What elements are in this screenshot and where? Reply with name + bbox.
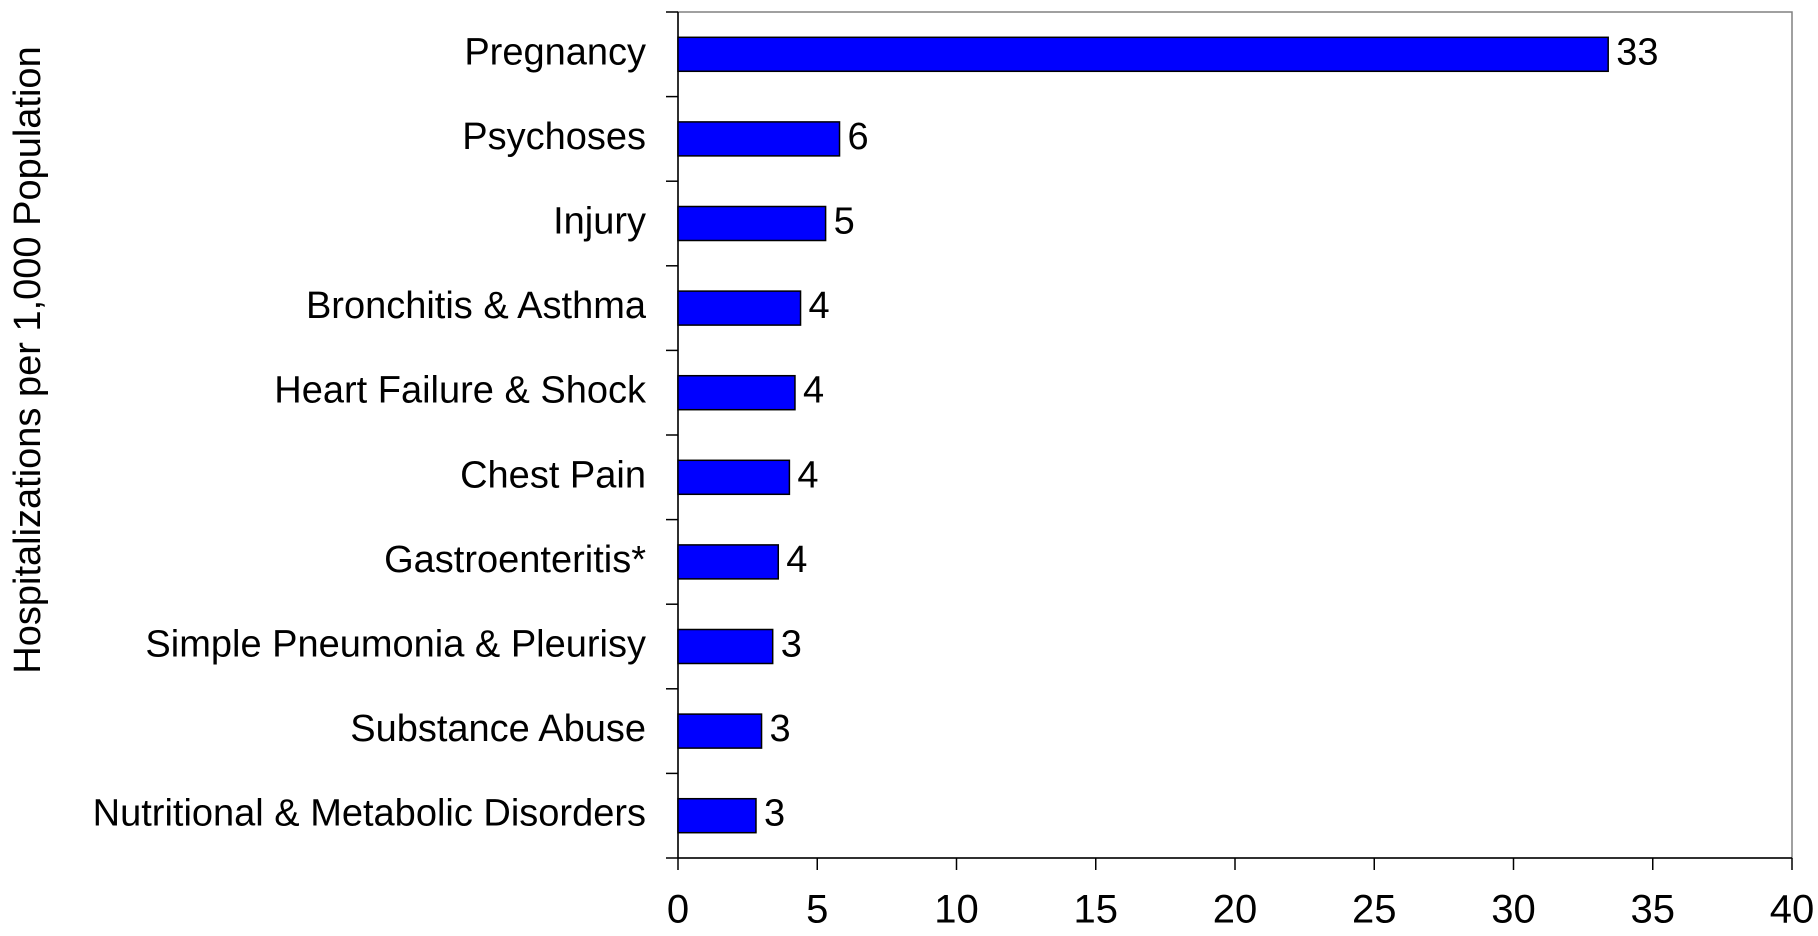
x-tick-label: 5 xyxy=(806,888,828,932)
bar xyxy=(677,121,841,157)
category-label: Gastroenteritis* xyxy=(384,539,646,581)
category-label: Heart Failure & Shock xyxy=(274,370,647,412)
bar xyxy=(677,36,1609,73)
bar xyxy=(677,374,796,411)
category-label: Simple Pneumonia & Pleurisy xyxy=(145,624,646,666)
x-tick-label: 30 xyxy=(1491,888,1536,932)
x-tick-label: 0 xyxy=(667,888,689,932)
category-label: Bronchitis & Asthma xyxy=(306,285,647,327)
x-tick-label: 20 xyxy=(1213,888,1258,932)
data-label: 3 xyxy=(781,624,802,666)
category-label: Nutritional & Metabolic Disorders xyxy=(93,793,646,835)
y-axis-label: Hospitalizations per 1,000 Population xyxy=(7,46,49,673)
data-label: 4 xyxy=(803,370,824,412)
bar xyxy=(677,459,791,496)
category-label: Psychoses xyxy=(462,116,646,158)
bar xyxy=(677,290,802,326)
category-label: Chest Pain xyxy=(460,454,646,496)
category-label: Injury xyxy=(553,201,646,243)
bar xyxy=(677,628,774,665)
bar xyxy=(677,713,763,749)
data-label: 3 xyxy=(770,708,791,750)
data-label: 33 xyxy=(1616,31,1658,73)
x-tick-label: 40 xyxy=(1770,888,1815,932)
category-label: Pregnancy xyxy=(464,31,646,73)
bar xyxy=(677,797,757,834)
data-label: 5 xyxy=(834,201,855,243)
x-tick-label: 25 xyxy=(1352,888,1397,932)
data-label: 3 xyxy=(764,793,785,835)
x-tick-label: 35 xyxy=(1631,888,1676,932)
data-label: 4 xyxy=(809,285,830,327)
category-label: Substance Abuse xyxy=(350,708,646,750)
bar xyxy=(677,544,780,580)
x-tick-label: 15 xyxy=(1074,888,1119,932)
data-label: 4 xyxy=(786,539,807,581)
bar xyxy=(677,205,827,242)
x-tick-label: 10 xyxy=(934,888,979,932)
data-label: 6 xyxy=(848,116,869,158)
plot-frame xyxy=(677,11,1793,859)
data-label: 4 xyxy=(797,454,818,496)
